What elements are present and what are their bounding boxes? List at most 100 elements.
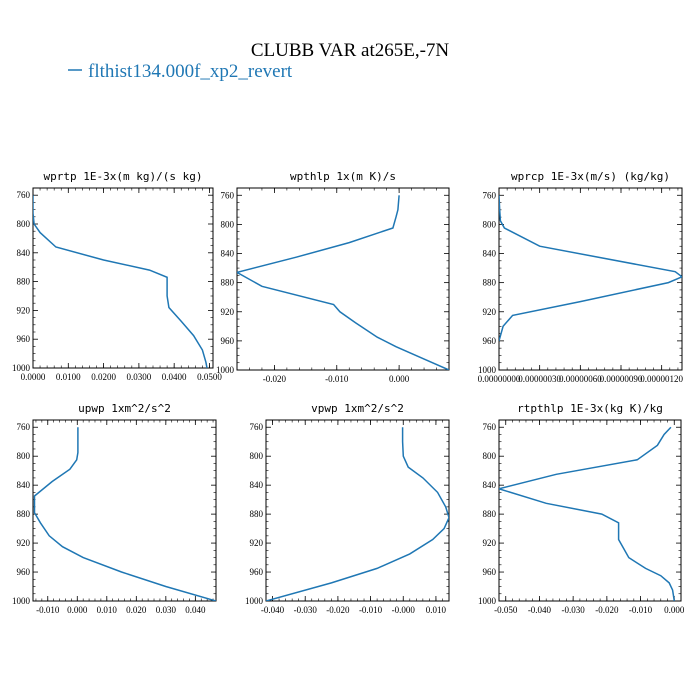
y-tick-label: 800: [17, 451, 31, 461]
y-tick-label: 840: [17, 248, 31, 258]
y-tick-label: 960: [17, 567, 31, 577]
legend-label: flthist134.000f_xp2_revert: [88, 61, 293, 82]
y-tick-label: 960: [250, 567, 264, 577]
x-tick-label: 0.0100: [56, 372, 81, 382]
x-tick-label: 0.0200: [91, 372, 116, 382]
x-tick-label: 0.010: [426, 605, 447, 615]
y-tick-label: 880: [17, 509, 31, 519]
x-tick-label: -0.010: [325, 374, 349, 384]
x-tick-label: 0.0000: [21, 372, 46, 382]
panel-5: vpwp 1xm^2/s^27608008408809209601000-0.0…: [245, 402, 450, 615]
x-tick-label: 0.00000120: [640, 374, 683, 384]
y-tick-label: 760: [483, 190, 497, 200]
x-tick-label: 0.00000090: [600, 374, 643, 384]
x-tick-label: -0.040: [528, 605, 552, 615]
y-tick-label: 1000: [478, 596, 497, 606]
y-tick-label: 800: [17, 219, 31, 229]
y-tick-label: 840: [250, 480, 264, 490]
y-tick-label: 840: [483, 480, 497, 490]
y-tick-label: 760: [250, 422, 264, 432]
x-tick-label: -0.010: [36, 605, 60, 615]
x-tick-label: 0.000: [389, 374, 410, 384]
plot-frame: [498, 419, 682, 602]
y-tick-label: 840: [17, 480, 31, 490]
y-tick-label: 840: [483, 249, 497, 259]
y-tick-label: 840: [221, 249, 235, 259]
x-tick-label: -0.010: [629, 605, 653, 615]
panels: wprtp 1E-3x(m kg)/(s kg) 760 800 840 880 920 9…: [12, 170, 685, 615]
x-tick-label: 0.030: [156, 605, 177, 615]
panel-2: wpthlp 1x(m K)/s 760 800 840 880 920 960 1000 -0…: [216, 170, 450, 384]
panel-title: wprcp 1E-3x(m/s) (kg/kg): [511, 170, 670, 183]
y-tick-label: 880: [221, 278, 235, 288]
x-tick-label: 0.00000060: [559, 374, 602, 384]
y-tick-label: 960: [483, 567, 497, 577]
plot-frame: [32, 187, 214, 369]
x-tick-label: -0.020: [595, 605, 619, 615]
panel-6: rtpthlp 1E-3x(kg K)/kg 760 800 840 880 920 960…: [478, 402, 685, 615]
y-tick-label: 920: [17, 305, 31, 315]
plot-frame: [236, 187, 450, 371]
y-tick-label: 1000: [12, 363, 31, 373]
y-tick-label: 920: [483, 538, 497, 548]
x-tick-label: -0.000: [392, 605, 416, 615]
x-tick-label: -0.030: [294, 605, 318, 615]
y-tick-label: 880: [483, 278, 497, 288]
y-tick-label: 880: [483, 509, 497, 519]
series-line: [499, 426, 676, 601]
x-tick-label: -0.030: [562, 605, 586, 615]
x-tick-label: 0.000: [664, 605, 685, 615]
y-tick-label: 1000: [478, 365, 497, 375]
panel-3: wprcp 1E-3x(m/s) (kg/kg) 760 800 840 880 920 9…: [478, 170, 684, 384]
y-tick-label: 1000: [245, 596, 264, 606]
x-tick-label: 0.000: [67, 605, 88, 615]
y-tick-label: 1000: [12, 596, 31, 606]
y-tick-label: 960: [221, 336, 235, 346]
panel-title: wprtp 1E-3x(m kg)/(s kg): [44, 170, 203, 183]
x-tick-label: 0.020: [126, 605, 147, 615]
x-tick-label: -0.040: [261, 605, 285, 615]
plot-frame: [498, 187, 683, 371]
y-tick-label: 920: [221, 307, 235, 317]
y-tick-label: 920: [17, 538, 31, 548]
y-tick-label: 880: [250, 509, 264, 519]
x-tick-label: 0.00000000: [478, 374, 521, 384]
x-tick-label: 0.010: [97, 605, 118, 615]
y-tick-label: 880: [17, 277, 31, 287]
panel-title: vpwp 1xm^2/s^2: [311, 402, 404, 415]
y-tick-label: 760: [221, 190, 235, 200]
y-tick-label: 800: [483, 451, 497, 461]
panel-title: upwp 1xm^2/s^2: [78, 402, 171, 415]
figure-title: CLUBB VAR at265E,-7N: [251, 40, 450, 61]
panel-4: upwp 1xm^2/s^2 760 800 840 880 920 960 1000 -0.0…: [12, 402, 217, 615]
panel-title: wpthlp 1x(m K)/s: [290, 170, 396, 183]
y-tick-label: 800: [250, 451, 264, 461]
panel-1: wprtp 1E-3x(m kg)/(s kg) 760 800 840 880 920 9…: [12, 170, 222, 382]
x-tick-label: -0.020: [263, 374, 287, 384]
x-tick-label: -0.020: [326, 605, 350, 615]
y-tick-label: 960: [483, 336, 497, 346]
series-line: [266, 427, 449, 601]
y-tick-label: 920: [250, 538, 264, 548]
y-tick-label: 760: [17, 422, 31, 432]
x-tick-label: -0.050: [494, 605, 518, 615]
plot-frame: [32, 419, 217, 602]
x-tick-label: 0.0400: [162, 372, 187, 382]
y-tick-label: 920: [483, 307, 497, 317]
x-tick-label: 0.0300: [127, 372, 152, 382]
y-tick-label: 960: [17, 334, 31, 344]
series-line: [33, 195, 208, 368]
x-tick-label: 0.00000030: [518, 374, 561, 384]
series-line: [237, 195, 449, 370]
series-line: [33, 427, 216, 601]
series-line: [499, 195, 682, 342]
panel-title: rtpthlp 1E-3x(kg K)/kg: [517, 402, 663, 415]
y-tick-label: 800: [483, 219, 497, 229]
y-tick-label: 760: [17, 190, 31, 200]
x-tick-label: -0.010: [359, 605, 383, 615]
y-tick-label: 800: [221, 219, 235, 229]
y-tick-label: 760: [483, 422, 497, 432]
x-tick-label: 0.040: [185, 605, 206, 615]
y-tick-label: 1000: [216, 365, 235, 375]
